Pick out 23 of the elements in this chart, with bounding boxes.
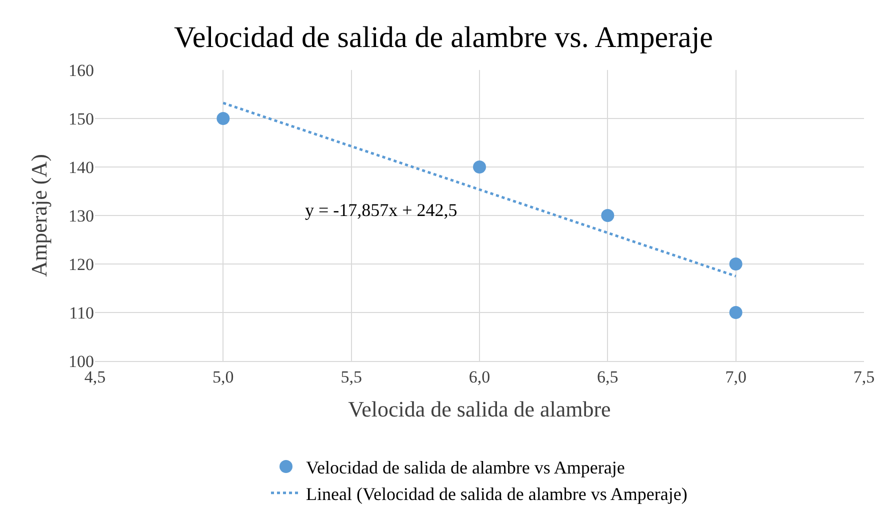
x-tick-label: 5,5 xyxy=(340,367,362,386)
point xyxy=(601,209,614,222)
point xyxy=(216,112,230,125)
point xyxy=(729,306,742,319)
y-tick-label: 120 xyxy=(68,254,94,274)
x-tick-label: 6,5 xyxy=(597,367,618,386)
y-axis-title: Amperaje (A) xyxy=(26,154,52,277)
y-tick-label: 130 xyxy=(68,206,94,226)
legend-label: Lineal (Velocidad de salida de alambre vs Amperaje) xyxy=(306,484,688,504)
x-tick-label: 7,0 xyxy=(725,367,746,386)
legend-label: Velocidad de salida de alambre vs Amperaje xyxy=(306,458,625,478)
x-axis-title: Velocida de salida de alambre xyxy=(348,396,611,422)
point xyxy=(729,258,742,270)
x-tick-label: 7,5 xyxy=(853,367,875,386)
x-tick-label: 5,0 xyxy=(212,367,234,386)
x-tick-label: 6,0 xyxy=(468,367,490,386)
y-tick-label: 150 xyxy=(68,109,94,128)
y-tick-label: 160 xyxy=(68,60,94,80)
y-tick-label: 140 xyxy=(68,158,94,177)
point xyxy=(473,160,486,174)
y-tick-label: 110 xyxy=(69,303,94,322)
annotation: y = -17,857x + 242,5 xyxy=(305,200,458,220)
chart-title: Velocidad de salida de alambre vs. Amperaje xyxy=(174,21,713,54)
